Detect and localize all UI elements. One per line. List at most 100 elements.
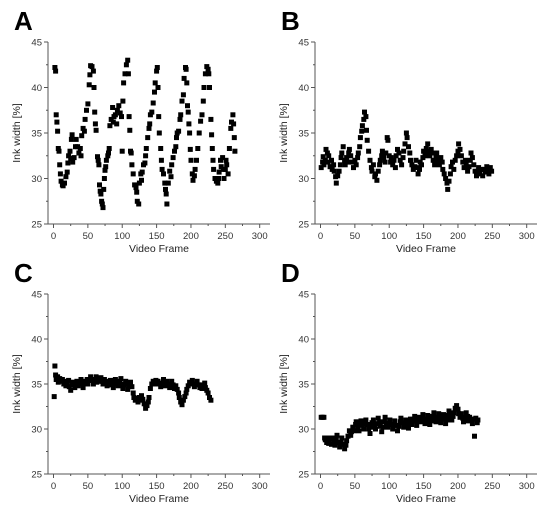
data-point — [128, 379, 133, 385]
data-point — [89, 64, 95, 70]
data-point — [110, 105, 116, 110]
data-point — [52, 363, 58, 369]
data-point — [396, 150, 402, 156]
data-point — [404, 135, 410, 141]
data-point — [75, 144, 81, 150]
data-point — [406, 144, 411, 150]
x-tick-label: 100 — [381, 481, 397, 492]
data-point — [413, 157, 419, 163]
data-point — [340, 441, 346, 447]
data-point — [470, 416, 476, 422]
data-point — [484, 164, 490, 170]
data-point — [373, 171, 378, 177]
data-point — [95, 154, 100, 160]
data-point — [355, 423, 361, 429]
data-point — [374, 421, 380, 427]
data-point — [195, 146, 201, 151]
data-point — [438, 155, 444, 161]
data-point — [463, 162, 469, 168]
data-point — [468, 150, 474, 156]
data-point — [446, 178, 452, 184]
data-point — [209, 146, 215, 151]
data-point — [393, 153, 399, 159]
data-point — [182, 394, 188, 400]
data-point — [134, 395, 140, 401]
data-point — [109, 381, 115, 387]
data-point — [147, 121, 153, 127]
data-point — [399, 420, 405, 426]
data-point — [51, 394, 57, 400]
data-point — [66, 153, 72, 159]
data-point — [114, 121, 120, 127]
data-point — [179, 98, 185, 104]
data-point — [93, 127, 99, 133]
data-point — [110, 119, 116, 125]
x-tick-label: 300 — [519, 481, 535, 492]
data-point — [187, 146, 193, 152]
data-point — [346, 150, 352, 156]
data-point — [118, 376, 124, 382]
data-point — [131, 395, 137, 400]
data-point — [326, 153, 332, 159]
data-point — [116, 103, 122, 109]
data-point — [154, 68, 160, 74]
data-point — [419, 162, 424, 168]
data-point — [335, 173, 341, 179]
data-point — [232, 148, 238, 154]
data-point — [366, 148, 372, 154]
data-point — [355, 150, 361, 156]
x-tick-label: 100 — [114, 481, 130, 492]
data-point — [92, 109, 98, 115]
y-tick-label: 35 — [31, 380, 42, 391]
data-point — [367, 157, 373, 163]
data-point — [190, 177, 196, 183]
data-point — [335, 440, 341, 445]
data-point — [145, 399, 151, 405]
data-point — [154, 381, 160, 387]
data-point — [422, 421, 428, 427]
data-point — [139, 393, 144, 399]
data-point — [399, 162, 405, 168]
data-point — [404, 422, 410, 427]
data-point — [180, 92, 186, 98]
data-point — [125, 57, 131, 63]
data-point — [173, 144, 179, 150]
data-point — [158, 157, 164, 163]
data-point — [342, 157, 348, 163]
y-tick-label: 45 — [298, 38, 309, 49]
data-point — [432, 414, 438, 420]
data-point — [374, 177, 380, 183]
data-point — [64, 169, 70, 175]
data-point — [178, 399, 184, 405]
data-point — [436, 411, 442, 417]
x-tick-label: 50 — [350, 481, 361, 492]
data-point — [483, 169, 488, 175]
x-axis-title: Video Frame — [396, 493, 456, 505]
data-point — [364, 422, 370, 427]
chart-panel-c: C 25 30 35 40 45 0 50 100 150 200 250 300 Video Frame… — [11, 258, 270, 505]
data-point — [191, 173, 197, 179]
data-point — [161, 377, 166, 382]
data-point — [450, 159, 455, 165]
data-point — [342, 446, 348, 452]
data-point — [451, 410, 457, 416]
data-point — [385, 424, 391, 430]
data-point — [98, 191, 104, 197]
data-point — [216, 176, 221, 181]
data-point — [130, 390, 136, 396]
data-point — [184, 386, 190, 392]
data-point — [439, 159, 445, 165]
data-point — [204, 64, 210, 70]
data-point — [350, 424, 356, 430]
data-point — [477, 171, 483, 177]
y-tick-label: 30 — [298, 425, 309, 436]
data-point — [467, 414, 473, 420]
data-point — [400, 155, 406, 161]
data-point — [486, 171, 492, 177]
data-point — [99, 198, 105, 204]
data-point — [329, 441, 334, 447]
data-point — [445, 186, 451, 192]
data-point — [193, 381, 199, 387]
data-point — [189, 377, 195, 383]
data-point — [154, 65, 160, 70]
